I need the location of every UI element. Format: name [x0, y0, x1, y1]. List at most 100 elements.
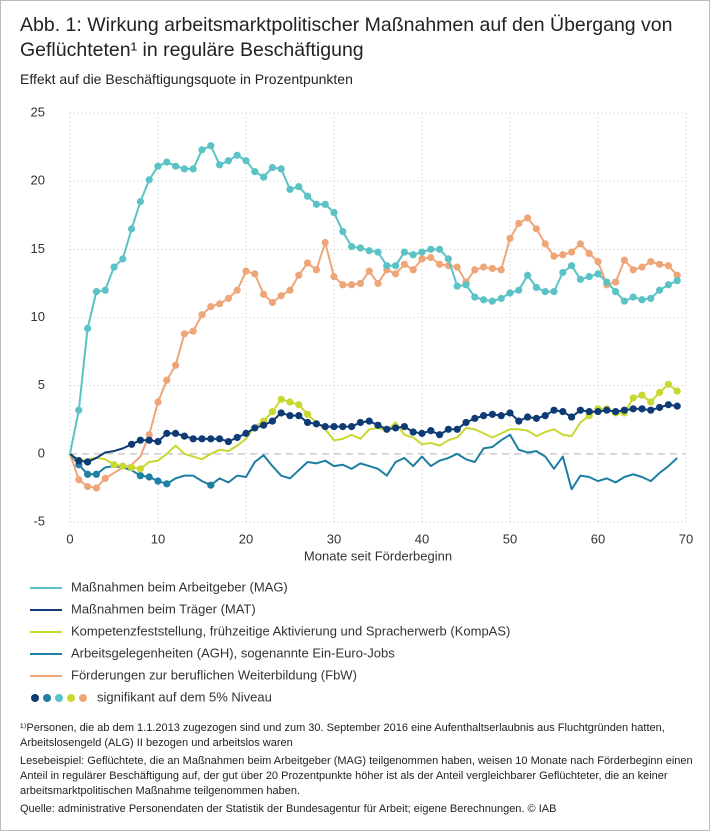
- significant-marker: [207, 142, 215, 150]
- significant-marker: [119, 255, 127, 263]
- significant-marker: [128, 463, 136, 472]
- significant-marker: [119, 462, 127, 470]
- significant-marker: [75, 406, 83, 414]
- significant-marker: [339, 228, 347, 236]
- significant-marker: [260, 290, 268, 298]
- significant-marker: [559, 407, 567, 416]
- x-tick-label: 40: [415, 531, 429, 546]
- significant-marker: [568, 248, 576, 256]
- significant-marker: [277, 165, 285, 173]
- significant-marker: [647, 258, 655, 266]
- significant-marker: [312, 266, 320, 274]
- significant-marker: [330, 208, 338, 217]
- series-line: [69, 403, 678, 464]
- significant-marker: [286, 412, 294, 420]
- significant-marker: [260, 421, 268, 429]
- significant-marker: [216, 435, 224, 443]
- significant-marker: [453, 282, 461, 290]
- significant-marker: [594, 258, 602, 266]
- significant-marker: [585, 249, 593, 258]
- significant-marker: [321, 238, 329, 247]
- y-tick-label: -5: [33, 513, 45, 528]
- significant-marker: [392, 270, 400, 278]
- significant-marker: [656, 286, 664, 294]
- significant-marker: [436, 245, 444, 253]
- significant-marker: [268, 163, 276, 172]
- significant-marker: [664, 380, 673, 388]
- significant-marker: [189, 327, 197, 335]
- significant-marker: [594, 407, 602, 416]
- significant-marker: [277, 409, 285, 417]
- significant-marker: [110, 461, 118, 469]
- significant-marker: [638, 263, 646, 271]
- significant-marker: [92, 484, 100, 492]
- significant-marker: [75, 457, 83, 465]
- significant-marker: [673, 271, 681, 279]
- significant-marker: [154, 437, 162, 446]
- significant-marker: [427, 245, 435, 253]
- significant-marker: [339, 422, 347, 431]
- significant-marker: [603, 406, 611, 414]
- significant-marker: [480, 296, 488, 304]
- significant-marker: [84, 482, 92, 491]
- significant-marker: [154, 162, 162, 170]
- significant-marker: [154, 477, 162, 485]
- y-tick-label: 5: [38, 377, 45, 392]
- significant-marker: [550, 252, 558, 260]
- significant-marker: [656, 388, 664, 397]
- significant-marker: [224, 157, 232, 165]
- x-tick-label: 10: [151, 531, 165, 546]
- significant-marker: [356, 418, 364, 427]
- significant-marker: [75, 476, 83, 484]
- significant-marker: [471, 293, 479, 301]
- significant-marker: [198, 435, 206, 443]
- significant-marker: [233, 286, 241, 294]
- significant-marker: [647, 294, 655, 303]
- significant-marker: [207, 481, 215, 489]
- footnote: Lesebeispiel: Geflüchtete, die an Maßnah…: [20, 755, 693, 797]
- significant-marker: [189, 165, 197, 173]
- significant-marker: [427, 253, 435, 262]
- significant-marker: [612, 407, 620, 416]
- significant-marker: [506, 234, 514, 243]
- significant-marker: [295, 412, 303, 420]
- significant-marker: [612, 278, 620, 286]
- significant-marker: [400, 422, 408, 431]
- significant-marker: [207, 435, 215, 443]
- significant-marker: [550, 406, 558, 414]
- significant-marker: [295, 401, 303, 409]
- significant-marker: [524, 413, 532, 421]
- significant-marker: [647, 406, 655, 414]
- significant-marker: [444, 255, 452, 263]
- significant-marker: [471, 266, 479, 274]
- significant-marker: [629, 293, 637, 301]
- significant-marker: [480, 412, 488, 420]
- significant-marker: [92, 287, 100, 296]
- significant-marker: [224, 294, 232, 303]
- significant-marker: [418, 255, 426, 263]
- significant-marker: [436, 260, 444, 268]
- significant-marker: [524, 214, 532, 222]
- significant-marker: [524, 271, 532, 279]
- significant-marker: [84, 458, 92, 466]
- significant-marker: [392, 262, 400, 270]
- significant-marker: [418, 429, 426, 437]
- significant-marker: [277, 395, 285, 403]
- significant-marker: [620, 406, 629, 414]
- significant-marker: [365, 267, 373, 275]
- significant-marker: [664, 262, 673, 270]
- significant-marker: [295, 183, 303, 191]
- significant-marker: [506, 289, 514, 297]
- significant-marker: [629, 405, 637, 413]
- significant-marker: [559, 251, 567, 259]
- significant-marker: [198, 311, 206, 319]
- significant-marker: [348, 243, 356, 251]
- y-tick-label: 20: [31, 173, 45, 188]
- significant-marker: [541, 412, 549, 420]
- significant-marker: [638, 391, 646, 399]
- significant-marker: [392, 424, 400, 432]
- significant-marker: [656, 260, 664, 268]
- chart: Monate seit Förderbeginn -5 0 5 10 15 20 25 0 10…: [30, 104, 693, 704]
- significant-marker: [436, 431, 444, 439]
- significant-marker: [101, 474, 109, 482]
